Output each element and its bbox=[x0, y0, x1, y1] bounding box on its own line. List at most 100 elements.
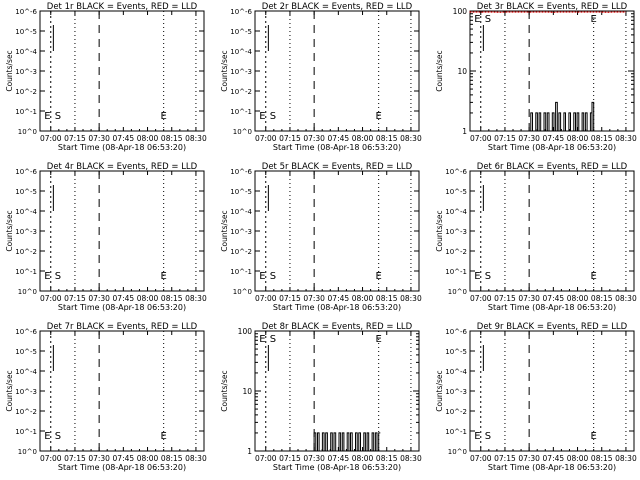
x-axis-label: Start Time (08-Apr-18 06:53:20) bbox=[58, 463, 186, 472]
x-tick-label: 08:15 bbox=[591, 454, 613, 463]
x-tick-label: 07:30 bbox=[518, 294, 540, 303]
y-tick-label: 10^-2 bbox=[445, 248, 467, 256]
events-series bbox=[529, 101, 596, 132]
marker-label: S bbox=[55, 431, 61, 442]
x-tick-label: 08:00 bbox=[137, 134, 159, 143]
marker-label: E bbox=[259, 111, 265, 122]
marker-label: S bbox=[55, 111, 61, 122]
y-tick-label: 10^-6 bbox=[230, 168, 252, 176]
y-tick-label: 10^-1 bbox=[15, 108, 37, 116]
y-tick-label: 10^-6 bbox=[15, 328, 37, 336]
marker-label: E bbox=[161, 271, 167, 282]
x-tick-label: 07:00 bbox=[255, 134, 277, 143]
plot-frame bbox=[39, 10, 205, 132]
y-tick-label: 10^-5 bbox=[230, 188, 252, 196]
x-axis-label: Start Time (08-Apr-18 06:53:20) bbox=[273, 303, 401, 312]
x-axis-label: Start Time (08-Apr-18 06:53:20) bbox=[58, 143, 186, 152]
x-tick-label: 08:15 bbox=[591, 294, 613, 303]
x-tick-label: 08:00 bbox=[567, 134, 589, 143]
marker-label: E bbox=[161, 431, 167, 442]
marker-label: E bbox=[591, 271, 597, 282]
x-tick-label: 08:15 bbox=[161, 134, 183, 143]
y-tick-label: 10^-2 bbox=[15, 248, 37, 256]
x-axis-label: Start Time (08-Apr-18 06:53:20) bbox=[58, 303, 186, 312]
marker-label: E bbox=[591, 431, 597, 442]
y-tick-label: 100 bbox=[238, 327, 253, 336]
x-tick-label: 08:00 bbox=[567, 454, 589, 463]
x-axis-label: Start Time (08-Apr-18 06:53:20) bbox=[273, 143, 401, 152]
y-axis-label: Counts/sec bbox=[435, 210, 444, 251]
x-tick-label: 07:45 bbox=[328, 454, 350, 463]
y-tick-label: 10^-3 bbox=[15, 388, 37, 396]
x-tick-label: 08:30 bbox=[615, 134, 637, 143]
marker-label: E bbox=[44, 431, 50, 442]
plot-frame bbox=[254, 330, 420, 452]
marker-label: S bbox=[55, 271, 61, 282]
x-tick-label: 07:30 bbox=[88, 294, 110, 303]
y-tick-label: 10^-4 bbox=[15, 368, 37, 376]
x-tick-label: 08:00 bbox=[352, 454, 374, 463]
x-tick-label: 07:30 bbox=[88, 134, 110, 143]
x-tick-label: 07:00 bbox=[40, 134, 62, 143]
y-tick-label: 10^-2 bbox=[230, 248, 252, 256]
y-tick-label: 10^-4 bbox=[445, 208, 467, 216]
y-tick-label: 10^-1 bbox=[230, 108, 252, 116]
x-tick-label: 07:45 bbox=[113, 294, 135, 303]
marker-label: E bbox=[44, 111, 50, 122]
y-tick-label: 10^-6 bbox=[445, 328, 467, 336]
y-tick-label: 10 bbox=[457, 67, 467, 76]
marker-label: E bbox=[474, 271, 480, 282]
x-tick-label: 07:15 bbox=[494, 134, 516, 143]
y-tick-label: 100 bbox=[453, 7, 468, 16]
x-tick-label: 08:15 bbox=[376, 454, 398, 463]
x-tick-label: 07:15 bbox=[64, 134, 86, 143]
y-tick-label: 10^0 bbox=[448, 448, 467, 456]
x-tick-label: 08:30 bbox=[400, 454, 422, 463]
x-tick-label: 08:15 bbox=[376, 294, 398, 303]
y-tick-label: 10^-6 bbox=[15, 8, 37, 16]
x-tick-label: 08:00 bbox=[137, 454, 159, 463]
x-tick-label: 07:45 bbox=[113, 134, 135, 143]
x-tick-label: 07:15 bbox=[279, 134, 301, 143]
y-tick-label: 10^-4 bbox=[15, 208, 37, 216]
panel-title: Det 3r BLACK = Events, RED = LLD bbox=[477, 2, 628, 12]
y-tick-label: 10^-4 bbox=[15, 48, 37, 56]
x-tick-label: 07:15 bbox=[279, 294, 301, 303]
x-tick-label: 08:15 bbox=[161, 454, 183, 463]
marker-label: S bbox=[270, 111, 276, 122]
panel-title: Det 7r BLACK = Events, RED = LLD bbox=[47, 322, 198, 332]
marker-label: E bbox=[376, 111, 382, 122]
y-tick-label: 10^0 bbox=[233, 288, 252, 296]
x-tick-label: 08:15 bbox=[591, 134, 613, 143]
y-tick-label: 10^-4 bbox=[445, 368, 467, 376]
y-tick-label: 10^0 bbox=[18, 128, 37, 136]
x-tick-label: 07:00 bbox=[255, 454, 277, 463]
x-tick-label: 07:30 bbox=[303, 454, 325, 463]
panel-title: Det 2r BLACK = Events, RED = LLD bbox=[262, 2, 413, 12]
marker-label: E bbox=[376, 334, 382, 345]
y-tick-label: 10^-3 bbox=[445, 388, 467, 396]
y-tick-label: 10^0 bbox=[18, 448, 37, 456]
panel-title: Det 9r BLACK = Events, RED = LLD bbox=[477, 322, 628, 332]
marker-label: E bbox=[474, 431, 480, 442]
x-tick-label: 07:30 bbox=[518, 454, 540, 463]
detector-panel: Det 2r BLACK = Events, RED = LLD 07:00 07:… bbox=[220, 2, 422, 152]
x-tick-label: 08:15 bbox=[376, 134, 398, 143]
marker-label: E bbox=[591, 14, 597, 25]
marker-label: E bbox=[161, 111, 167, 122]
marker-label: S bbox=[270, 271, 276, 282]
y-tick-label: 10^-3 bbox=[230, 228, 252, 236]
plot-frame bbox=[39, 170, 205, 292]
x-tick-label: 07:00 bbox=[40, 454, 62, 463]
y-tick-label: 10^0 bbox=[233, 128, 252, 136]
x-tick-label: 08:30 bbox=[400, 294, 422, 303]
y-tick-label: 10^-3 bbox=[15, 68, 37, 76]
y-axis-label: Counts/sec bbox=[220, 50, 229, 91]
y-tick-label: 10^-6 bbox=[230, 8, 252, 16]
x-tick-label: 08:30 bbox=[615, 294, 637, 303]
panel-title: Det 5r BLACK = Events, RED = LLD bbox=[262, 162, 413, 172]
